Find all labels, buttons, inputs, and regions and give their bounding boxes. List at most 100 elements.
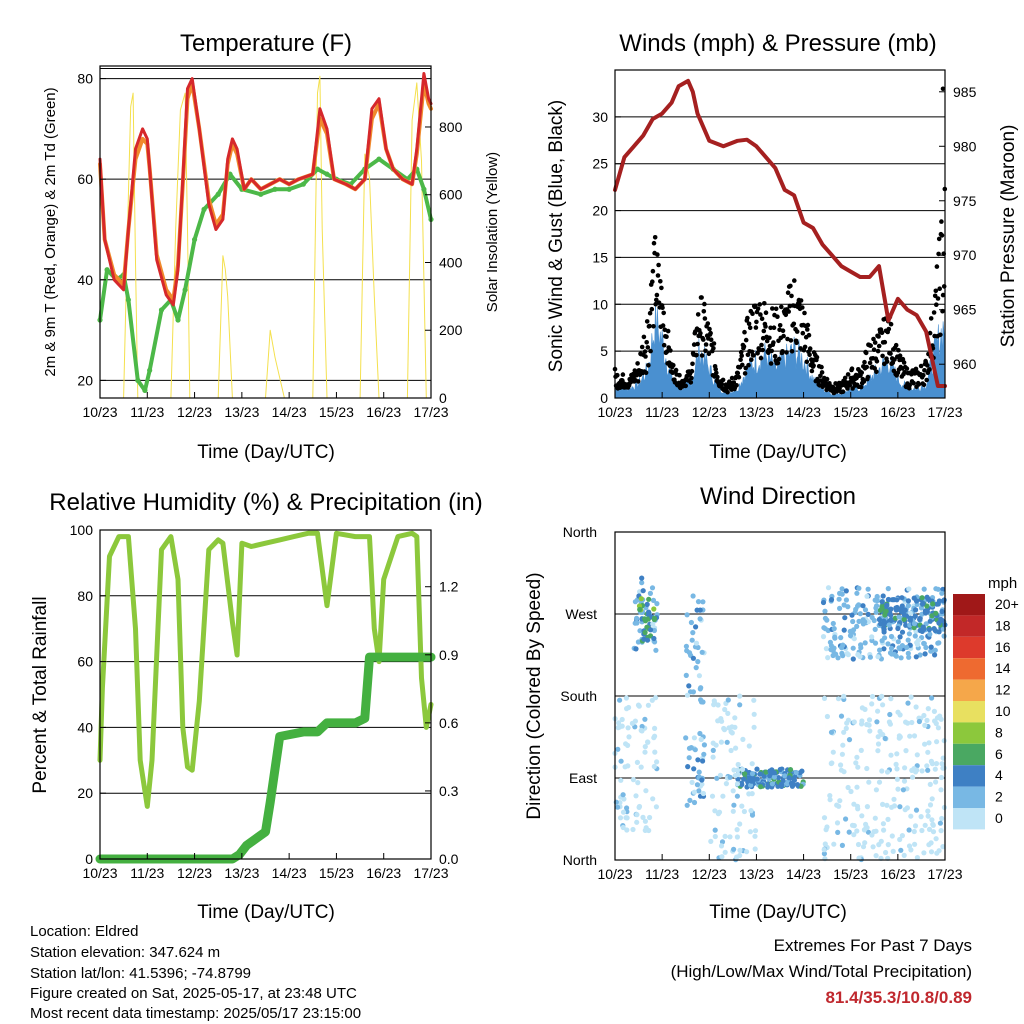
direction-point <box>731 846 737 852</box>
gust-point <box>771 340 776 345</box>
extremes-block: Extremes For Past 7 Days (High/Low/Max W… <box>671 936 972 1007</box>
humidity-panel: Relative Humidity (%) & Precipitation (i… <box>30 489 483 923</box>
gust-point <box>897 353 903 359</box>
direction-point <box>907 733 913 739</box>
direction-point <box>728 729 734 735</box>
gust-point <box>651 324 656 329</box>
direction-point <box>937 820 944 826</box>
direction-point <box>860 603 866 609</box>
direction-xtick-label: 11/23 <box>645 866 679 882</box>
gust-point <box>646 363 651 368</box>
gust-point <box>806 332 812 338</box>
direction-point <box>873 787 880 793</box>
winds-ytick-right-label: 985 <box>953 84 977 100</box>
direction-point <box>715 811 722 817</box>
gust-point <box>705 321 711 326</box>
direction-point <box>938 787 944 793</box>
direction-point <box>626 734 632 740</box>
direction-point <box>691 799 698 806</box>
direction-point <box>694 782 701 788</box>
direction-point <box>941 633 947 639</box>
direction-point <box>930 829 937 835</box>
winds-ytick-label: 15 <box>592 249 608 265</box>
direction-point <box>729 724 735 730</box>
direction-point <box>683 735 689 741</box>
direction-point <box>693 624 699 630</box>
direction-point <box>737 847 743 854</box>
direction-point <box>932 647 938 653</box>
direction-point <box>925 749 931 755</box>
legend-label: 2 <box>995 789 1003 805</box>
direction-point <box>634 812 640 818</box>
direction-point <box>901 852 907 859</box>
gust-point <box>916 382 922 387</box>
direction-point <box>933 836 939 842</box>
direction-point <box>940 586 946 593</box>
temperature-xtick-label: 16/23 <box>366 404 401 420</box>
direction-point <box>835 829 841 836</box>
dewpoint-point <box>215 191 221 197</box>
direction-point <box>889 804 895 810</box>
direction-point <box>925 706 931 712</box>
extremes-values: 81.4/35.3/10.8/0.89 <box>825 988 972 1007</box>
gust-point <box>941 284 947 289</box>
direction-point <box>767 768 773 774</box>
direction-point <box>749 778 755 784</box>
gust-point <box>776 356 782 362</box>
direction-point <box>692 747 698 753</box>
gust-point <box>882 339 888 345</box>
direction-point <box>642 749 648 755</box>
direction-point <box>883 608 889 614</box>
direction-point <box>834 820 841 826</box>
direction-point <box>626 704 632 711</box>
gust-point <box>691 342 697 347</box>
direction-point <box>851 823 857 829</box>
legend-swatch <box>953 679 985 701</box>
gust-point <box>794 340 799 346</box>
direction-point <box>635 780 641 786</box>
gust-point <box>780 328 786 334</box>
gust-point <box>807 352 812 358</box>
humidity-ytick-label: 0 <box>85 851 93 867</box>
direction-point <box>835 696 842 702</box>
gust-point <box>707 326 712 332</box>
direction-point <box>888 633 895 640</box>
gust-point <box>699 353 705 358</box>
direction-point <box>721 725 727 732</box>
direction-point <box>882 735 888 742</box>
direction-point <box>850 618 856 625</box>
legend-label: 18 <box>995 617 1011 633</box>
direction-point <box>727 774 733 780</box>
winds-xtick-label: 11/23 <box>645 404 679 420</box>
gust-point <box>840 389 846 395</box>
direction-point <box>839 586 845 592</box>
direction-point <box>885 641 891 647</box>
direction-point <box>899 629 906 635</box>
direction-point <box>923 644 929 651</box>
gust-point <box>788 283 793 289</box>
winds-ytick-right-label: 975 <box>953 193 977 209</box>
direction-point <box>825 585 832 591</box>
direction-point <box>875 654 881 660</box>
direction-point <box>905 637 911 643</box>
direction-point <box>936 620 942 626</box>
info-created: Figure created on Sat, 2025-05-17, at 23… <box>30 985 357 1002</box>
gust-point <box>725 389 730 395</box>
gust-point <box>865 374 871 380</box>
direction-point <box>634 615 640 622</box>
direction-xtick-label: 17/23 <box>927 866 962 882</box>
direction-point <box>751 724 757 730</box>
direction-title: Wind Direction <box>700 483 856 510</box>
humidity-xtick-label: 15/23 <box>319 865 354 881</box>
gust-point <box>660 323 666 328</box>
direction-point <box>899 595 905 601</box>
direction-point <box>877 647 883 653</box>
direction-point <box>851 719 857 725</box>
temperature-xtick-label: 12/23 <box>177 404 212 420</box>
direction-point <box>690 630 696 636</box>
direction-point <box>930 821 936 827</box>
gust-point <box>788 338 794 343</box>
direction-point <box>650 796 656 802</box>
direction-point <box>719 854 725 860</box>
direction-point <box>873 853 879 859</box>
